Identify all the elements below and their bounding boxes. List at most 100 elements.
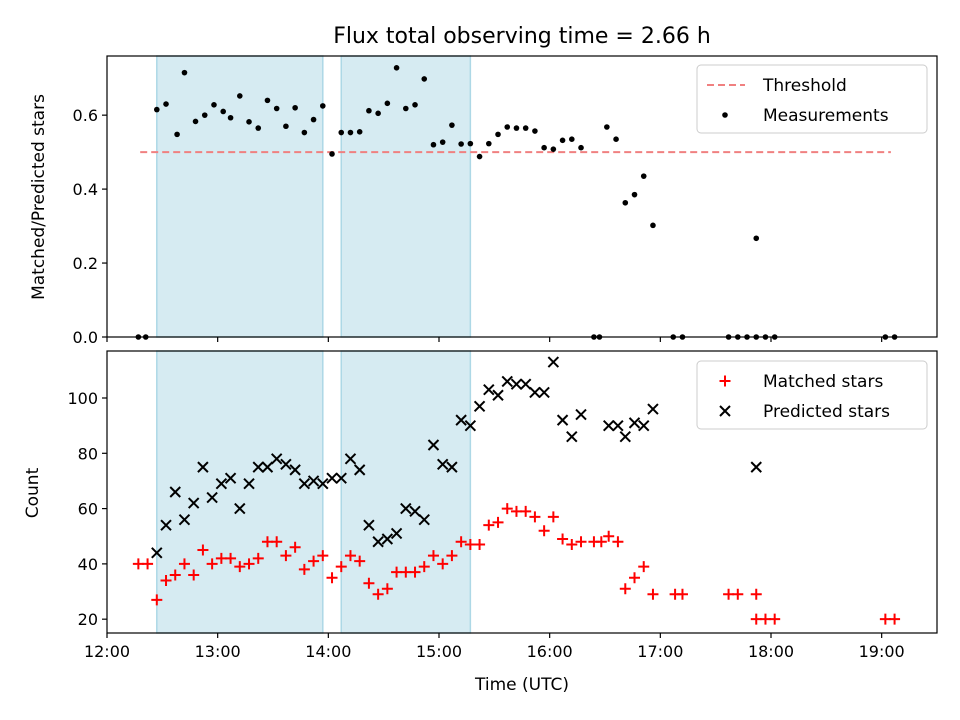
bottom-matched-point xyxy=(400,566,412,578)
bottom-matched-point xyxy=(575,536,587,548)
top-measurement-point xyxy=(412,102,418,108)
top-measurement-point xyxy=(220,108,226,115)
bottom-predicted-point xyxy=(483,383,495,396)
top-measurement-point xyxy=(458,141,464,147)
bottom-matched-point xyxy=(188,569,200,581)
top-measurement-point xyxy=(569,136,575,142)
bottom-predicted-point xyxy=(612,419,624,432)
bottom-matched-point xyxy=(308,555,320,567)
chart-title: Flux total observing time = 2.66 h xyxy=(333,24,711,49)
top-legend-measurement-swatch xyxy=(722,112,728,118)
bottom-matched-point xyxy=(206,558,218,570)
top-y-tick-label: 0.2 xyxy=(73,254,98,273)
bottom-predicted-point xyxy=(619,430,631,443)
top-measurement-point xyxy=(384,100,391,107)
count-panel: 20 40 60 80 100 12:00 13:00 14:00 15:00 16:00 17:0… xyxy=(67,350,938,661)
bottom-matched-point xyxy=(483,519,495,531)
bottom-predicted-point xyxy=(372,536,384,548)
bottom-matched-point xyxy=(335,561,347,573)
top-measurement-point xyxy=(631,191,638,198)
bottom-matched-point xyxy=(603,530,615,542)
top-measurement-point xyxy=(237,93,243,99)
bottom-matched-point xyxy=(427,550,439,562)
bottom-matched-point xyxy=(372,588,384,600)
bottom-predicted-point xyxy=(270,453,283,465)
bottom-shaded-interval-1 xyxy=(156,350,324,634)
bottom-matched-point xyxy=(363,577,375,589)
bottom-predicted-point xyxy=(206,491,218,504)
top-measurement-point xyxy=(283,123,289,130)
bottom-matched-point xyxy=(566,539,578,551)
top-measurement-point xyxy=(622,199,629,206)
top-measurement-point xyxy=(578,144,584,151)
top-y-tick-label: 0.6 xyxy=(73,106,98,125)
top-measurement-point xyxy=(753,235,760,242)
bottom-x-tick-label: 12:00 xyxy=(84,642,130,661)
top-legend-label: Threshold xyxy=(762,76,847,96)
bottom-matched-point xyxy=(647,588,659,600)
top-shaded-interval-2 xyxy=(340,55,472,338)
bottom-axes-frame xyxy=(106,350,938,634)
top-measurement-point xyxy=(640,173,647,179)
top-measurement-point xyxy=(604,124,610,130)
bottom-predicted-point xyxy=(750,461,762,473)
bottom-predicted-point xyxy=(628,417,641,429)
bottom-matched-point xyxy=(769,613,781,625)
bottom-matched-point xyxy=(492,516,504,528)
bottom-matched-point xyxy=(142,558,154,570)
bottom-matched-point xyxy=(178,558,190,570)
bottom-predicted-point xyxy=(252,461,264,473)
bottom-predicted-point xyxy=(307,475,320,487)
bottom-x-tick-label: 19:00 xyxy=(859,642,905,661)
bottom-predicted-point xyxy=(151,547,163,559)
top-measurement-point xyxy=(301,129,308,136)
bottom-predicted-point xyxy=(335,472,347,484)
bottom-predicted-point xyxy=(344,453,357,465)
top-legend-label: Measurements xyxy=(763,106,889,126)
bottom-y-tick-label: 100 xyxy=(67,389,98,408)
top-measurement-point xyxy=(522,125,529,131)
bottom-matched-point xyxy=(638,561,650,573)
x-axis-label: Time (UTC) xyxy=(474,675,569,695)
bottom-matched-point xyxy=(889,613,901,625)
bottom-predicted-point xyxy=(243,477,255,490)
bottom-matched-point xyxy=(464,539,476,551)
top-measurement-point xyxy=(347,129,354,136)
bottom-predicted-point xyxy=(510,378,523,390)
top-measurement-point xyxy=(201,112,208,118)
bottom-matched-point xyxy=(391,566,403,578)
bottom-predicted-point xyxy=(501,375,513,388)
bottom-predicted-point xyxy=(602,419,615,432)
top-measurement-point xyxy=(486,140,492,147)
bottom-predicted-point xyxy=(169,486,181,498)
bottom-matched-point xyxy=(612,536,624,548)
bottom-predicted-point xyxy=(353,464,366,476)
bottom-matched-point xyxy=(381,583,393,595)
bottom-predicted-point xyxy=(575,408,587,421)
bottom-matched-point xyxy=(261,536,273,548)
bottom-matched-point xyxy=(510,505,522,517)
bottom-predicted-point xyxy=(436,458,449,471)
top-measurement-point xyxy=(292,104,298,111)
bottom-x-tick-label: 14:00 xyxy=(305,642,351,661)
bottom-predicted-point xyxy=(647,403,659,415)
top-shaded-interval-1 xyxy=(156,55,324,338)
bottom-matched-point xyxy=(629,572,641,584)
top-y-tick-label: 0.0 xyxy=(73,328,98,347)
bottom-y-tick-label: 20 xyxy=(78,610,98,629)
bottom-predicted-point xyxy=(317,477,329,490)
bottom-predicted-point xyxy=(566,430,578,443)
bottom-matched-point xyxy=(750,613,762,625)
bottom-predicted-point xyxy=(519,378,532,390)
bottom-matched-point xyxy=(280,550,292,562)
bottom-matched-point xyxy=(354,555,366,567)
top-measurement-point xyxy=(467,140,474,147)
bottom-matched-point xyxy=(732,588,744,600)
bottom-x-tick-label: 16:00 xyxy=(527,642,573,661)
bottom-y-tick-label: 40 xyxy=(78,555,98,574)
bottom-predicted-point xyxy=(363,519,375,531)
bottom-matched-point xyxy=(529,511,541,523)
bottom-x-tick-label: 13:00 xyxy=(195,642,241,661)
bottom-predicted-point xyxy=(547,356,560,368)
top-axes-frame xyxy=(106,55,938,338)
